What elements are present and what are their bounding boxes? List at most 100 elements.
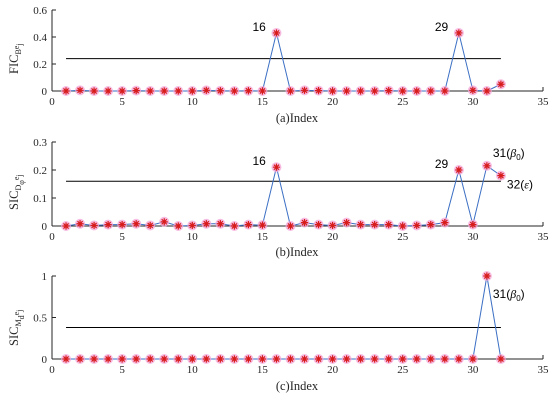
- panel-c-data-point: [481, 271, 492, 281]
- panel-a-data-point: [159, 86, 170, 96]
- panel-a-xtick-label: 10: [187, 96, 199, 108]
- panel-c-data-point: [467, 354, 478, 364]
- panel-c-data-point: [75, 354, 86, 364]
- panel-c-data-point: [383, 354, 394, 364]
- panel-b-data-point: [355, 219, 366, 230]
- panel-a-ytick-label: 0.2: [33, 59, 47, 71]
- panel-c-annotation-31-beta0: 31(β0): [493, 287, 525, 303]
- panel-a-y-label-sub1: B: [14, 49, 23, 54]
- panel-b-data-point: [61, 221, 72, 231]
- panel-c-data-point: [313, 354, 324, 364]
- panel-a-data-point: [453, 27, 464, 38]
- panel-c-data-point: [131, 354, 142, 364]
- panel-a-data-point: [201, 85, 212, 96]
- panel-a-data-point: [411, 86, 422, 96]
- panel-a-data-point: [341, 86, 352, 96]
- panel-b-xtick-label: 10: [187, 231, 199, 243]
- panel-a-data-point: [117, 86, 128, 96]
- panel-c-xtick-label: 15: [257, 364, 269, 376]
- panel-c-xtick-label: 10: [187, 364, 199, 376]
- panel-b-data-point: [103, 219, 114, 230]
- panel-c-series-line: [66, 275, 502, 360]
- panel-b-data-point: [229, 221, 240, 231]
- panel-a: 0 5 10 15 20 25 30 35 0 0.2 0.4 0.6 16 29 (a)Index…: [7, 5, 549, 125]
- panel-a-annotation-29: 29: [435, 20, 449, 34]
- panel-a-data-point: [75, 85, 86, 96]
- panel-b-ytick-label: 0.2: [33, 165, 47, 177]
- panel-b-data-point: [159, 216, 170, 227]
- panel-c-data-point: [397, 354, 408, 364]
- panel-b-data-point: [481, 160, 492, 171]
- panel-b-xtick-label: 15: [257, 231, 269, 243]
- panel-a-xtick-label: 0: [49, 96, 55, 108]
- panel-a-ytick-label: 0.6: [33, 5, 47, 17]
- panel-c-data-point: [439, 354, 450, 364]
- panel-c-xtick-label: 5: [119, 364, 125, 376]
- panel-a-data-point: [215, 85, 226, 96]
- panel-c-data-point: [215, 354, 226, 364]
- panel-a-data-point: [103, 86, 114, 96]
- panel-b-data-point: [201, 218, 212, 229]
- panel-a-data-point: [355, 86, 366, 96]
- panel-b-data-point: [383, 219, 394, 230]
- panel-b-annotation-32-epsilon: 32(ε): [507, 178, 533, 192]
- panel-c-data-point: [453, 354, 464, 364]
- panel-c-data-point: [243, 354, 254, 364]
- panel-c-data-point: [341, 354, 352, 364]
- panel-a-data-point: [173, 86, 184, 96]
- panel-b-data-point: [397, 221, 408, 231]
- panel-b-data-point: [439, 217, 450, 228]
- panel-b-data-point: [327, 220, 338, 231]
- panel-a-data-point: [383, 85, 394, 96]
- panel-b-data-point: [299, 217, 310, 228]
- panel-c-x-label: (c)Index: [276, 379, 319, 393]
- panel-b-data-point: [341, 217, 352, 228]
- panel-b-data-point: [173, 221, 184, 231]
- panel-c-data-point: [117, 354, 128, 364]
- panel-a-series-line: [66, 32, 502, 92]
- panel-b-data-point: [271, 162, 282, 173]
- panel-a-data-point: [327, 86, 338, 96]
- svg-text:FICBej: FICBej: [7, 43, 24, 74]
- panel-c-data-point: [159, 354, 170, 364]
- panel-a-data-point: [229, 86, 240, 96]
- panel-c-data-point: [103, 354, 114, 364]
- panel-b-data-point: [453, 165, 464, 175]
- panel-c-y-label-sub2: d: [17, 315, 26, 319]
- panel-b-annotation-16: 16: [252, 154, 266, 168]
- panel-b-data-point: [243, 219, 254, 230]
- panel-a-points: [61, 27, 506, 96]
- panel-b-data-point: [215, 218, 226, 229]
- panel-b-points: [61, 160, 506, 231]
- panel-b-data-point: [131, 218, 142, 229]
- panel-b-data-point: [495, 170, 506, 181]
- panel-a-y-label-sub3: j: [15, 43, 24, 46]
- panel-a-xtick-label: 20: [327, 96, 339, 108]
- panel-a-data-point: [467, 85, 478, 96]
- panel-a-ytick-label: 0: [42, 86, 48, 98]
- panel-c-xtick-label: 20: [327, 364, 339, 376]
- panel-b-data-point: [467, 219, 478, 230]
- panel-b-y-label-sub3: j: [15, 174, 24, 177]
- panel-a-xtick-label: 5: [119, 96, 125, 108]
- panel-c-ytick-label: 1: [42, 271, 48, 283]
- panel-c-y-label-sub1: M: [14, 319, 23, 326]
- panel-c-data-point: [145, 354, 156, 364]
- panel-a-data-point: [61, 86, 72, 96]
- panel-a-data-point: [425, 86, 436, 96]
- panel-c-data-point: [425, 354, 436, 364]
- panel-a-y-label-main: FIC: [7, 55, 21, 74]
- panel-c-y-label: SICMdej: [7, 310, 26, 346]
- panel-c-xtick-label: 30: [467, 364, 479, 376]
- panel-c-xtick-label: 0: [49, 364, 55, 376]
- panel-b-ytick-label: 0.3: [33, 137, 47, 149]
- panel-b-annotation-29: 29: [435, 157, 449, 171]
- panel-b-y-label-sub2: e: [12, 176, 21, 180]
- panel-b-xtick-label: 30: [467, 231, 479, 243]
- panel-b-y-label-sub1: D: [14, 185, 23, 191]
- panel-b-y-label-sub-phi: φ: [17, 180, 26, 185]
- panel-c-ytick-label: 0: [42, 354, 48, 366]
- panel-c-data-point: [495, 354, 506, 364]
- panel-c-y-label-sub3: e: [12, 311, 21, 315]
- panel-c-data-point: [411, 354, 422, 364]
